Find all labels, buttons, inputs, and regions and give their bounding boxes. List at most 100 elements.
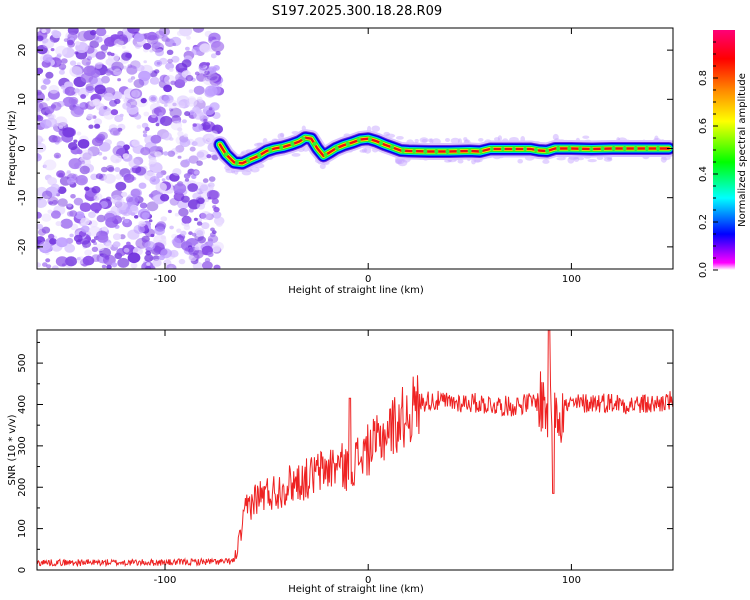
- noise-blob: [152, 242, 165, 253]
- noise-blob: [37, 198, 47, 208]
- noise-blob: [52, 30, 62, 39]
- noise-blob: [199, 62, 207, 68]
- noise-blob: [181, 215, 192, 224]
- noise-blob: [50, 183, 60, 192]
- noise-blob: [154, 60, 163, 67]
- noise-blob: [117, 78, 121, 82]
- noise-blob: [39, 243, 52, 254]
- ridge-gap-dot: [356, 138, 361, 143]
- noise-blob: [48, 201, 53, 205]
- noise-blob: [84, 249, 92, 256]
- noise-blob: [193, 85, 205, 95]
- noise-blob: [213, 264, 221, 269]
- noise-blob: [156, 221, 167, 230]
- noise-blob: [37, 154, 40, 159]
- noise-blob: [160, 115, 173, 127]
- noise-blob: [88, 211, 96, 219]
- noise-blob: [130, 76, 136, 80]
- noise-blob: [112, 145, 126, 156]
- halo-blob: [291, 153, 301, 157]
- noise-blob: [191, 46, 202, 56]
- noise-blob: [62, 96, 75, 107]
- noise-blob: [89, 29, 97, 36]
- noise-blob: [196, 149, 209, 160]
- ridge: [211, 129, 673, 172]
- noise-blob: [181, 195, 190, 203]
- noise-blob: [186, 35, 191, 40]
- noise-blob: [194, 246, 200, 251]
- noise-blob: [127, 252, 141, 264]
- snr-y-tick-label: 200: [17, 478, 28, 497]
- noise-blob: [69, 233, 74, 238]
- noise-blob: [85, 85, 95, 94]
- noise-blob: [63, 38, 69, 42]
- noise-blob: [125, 204, 139, 216]
- noise-blob: [133, 33, 145, 42]
- noise-blob: [171, 55, 180, 63]
- noise-blob: [208, 107, 213, 111]
- colorbar-tick-label: 0.8: [698, 70, 709, 86]
- noise-blob: [66, 211, 74, 217]
- ridge-gap-dot: [567, 146, 572, 151]
- noise-blob: [134, 43, 142, 49]
- noise-blob: [176, 228, 182, 233]
- halo-blob: [445, 138, 450, 142]
- noise-blob: [67, 203, 72, 208]
- noise-blob: [205, 62, 210, 66]
- noise-blob: [196, 96, 203, 102]
- noise-blob: [139, 202, 148, 209]
- noise-blob: [37, 35, 44, 42]
- noise-blob: [155, 182, 167, 192]
- noise-blob: [57, 186, 67, 194]
- noise-blob: [76, 257, 81, 261]
- noise-blob: [55, 136, 63, 143]
- ridge-gap-dot: [257, 153, 262, 158]
- noise-blob: [191, 174, 197, 179]
- ridge-gap-dot: [556, 146, 561, 151]
- noise-blob: [188, 208, 194, 213]
- ridge-gap-dot: [511, 147, 516, 151]
- noise-blob: [77, 30, 91, 42]
- noise-blob: [155, 199, 162, 205]
- noise-blob: [145, 250, 152, 256]
- noise-blob: [160, 235, 166, 240]
- noise-blob: [148, 219, 153, 223]
- noise-blob: [94, 84, 106, 95]
- halo-blob: [383, 131, 390, 137]
- noise-blob: [126, 65, 138, 75]
- noise-blob: [144, 126, 150, 132]
- noise-blob: [69, 66, 83, 77]
- noise-blob: [79, 102, 86, 108]
- noise-blob: [80, 72, 94, 83]
- noise-blob: [163, 151, 169, 156]
- noise-blob: [138, 220, 146, 227]
- ridge-gap-dot: [390, 145, 395, 150]
- noise-blob: [110, 109, 119, 116]
- noise-blob: [39, 241, 51, 251]
- noise-blob: [196, 202, 206, 210]
- noise-blob: [100, 44, 109, 51]
- noise-blob: [103, 92, 114, 101]
- noise-blob: [163, 94, 174, 104]
- ridge-gap-dot: [644, 146, 649, 151]
- ridge-gap-dot: [224, 152, 228, 157]
- noise-blob: [169, 107, 182, 118]
- noise-blob: [199, 43, 211, 53]
- halo-blob: [542, 159, 550, 164]
- noise-blob: [65, 256, 78, 267]
- ridge-gap-dot: [633, 146, 638, 151]
- noise-blob: [211, 154, 219, 161]
- noise-blob: [146, 201, 159, 212]
- noise-blob: [194, 137, 206, 147]
- ridge-gap-dot: [367, 137, 372, 142]
- ridge-gap-dot: [301, 136, 306, 141]
- noise-blob: [172, 42, 177, 47]
- noise-blob: [203, 118, 208, 123]
- colorbar-tick-label: 0.2: [698, 214, 709, 230]
- noise-blob: [176, 30, 184, 36]
- noise-blob: [73, 197, 84, 206]
- noise-blob: [95, 173, 103, 180]
- snr-y-axis-label: SNR (10 * v/v): [7, 414, 18, 485]
- noise-blob: [205, 134, 214, 142]
- noise-blob: [117, 257, 130, 268]
